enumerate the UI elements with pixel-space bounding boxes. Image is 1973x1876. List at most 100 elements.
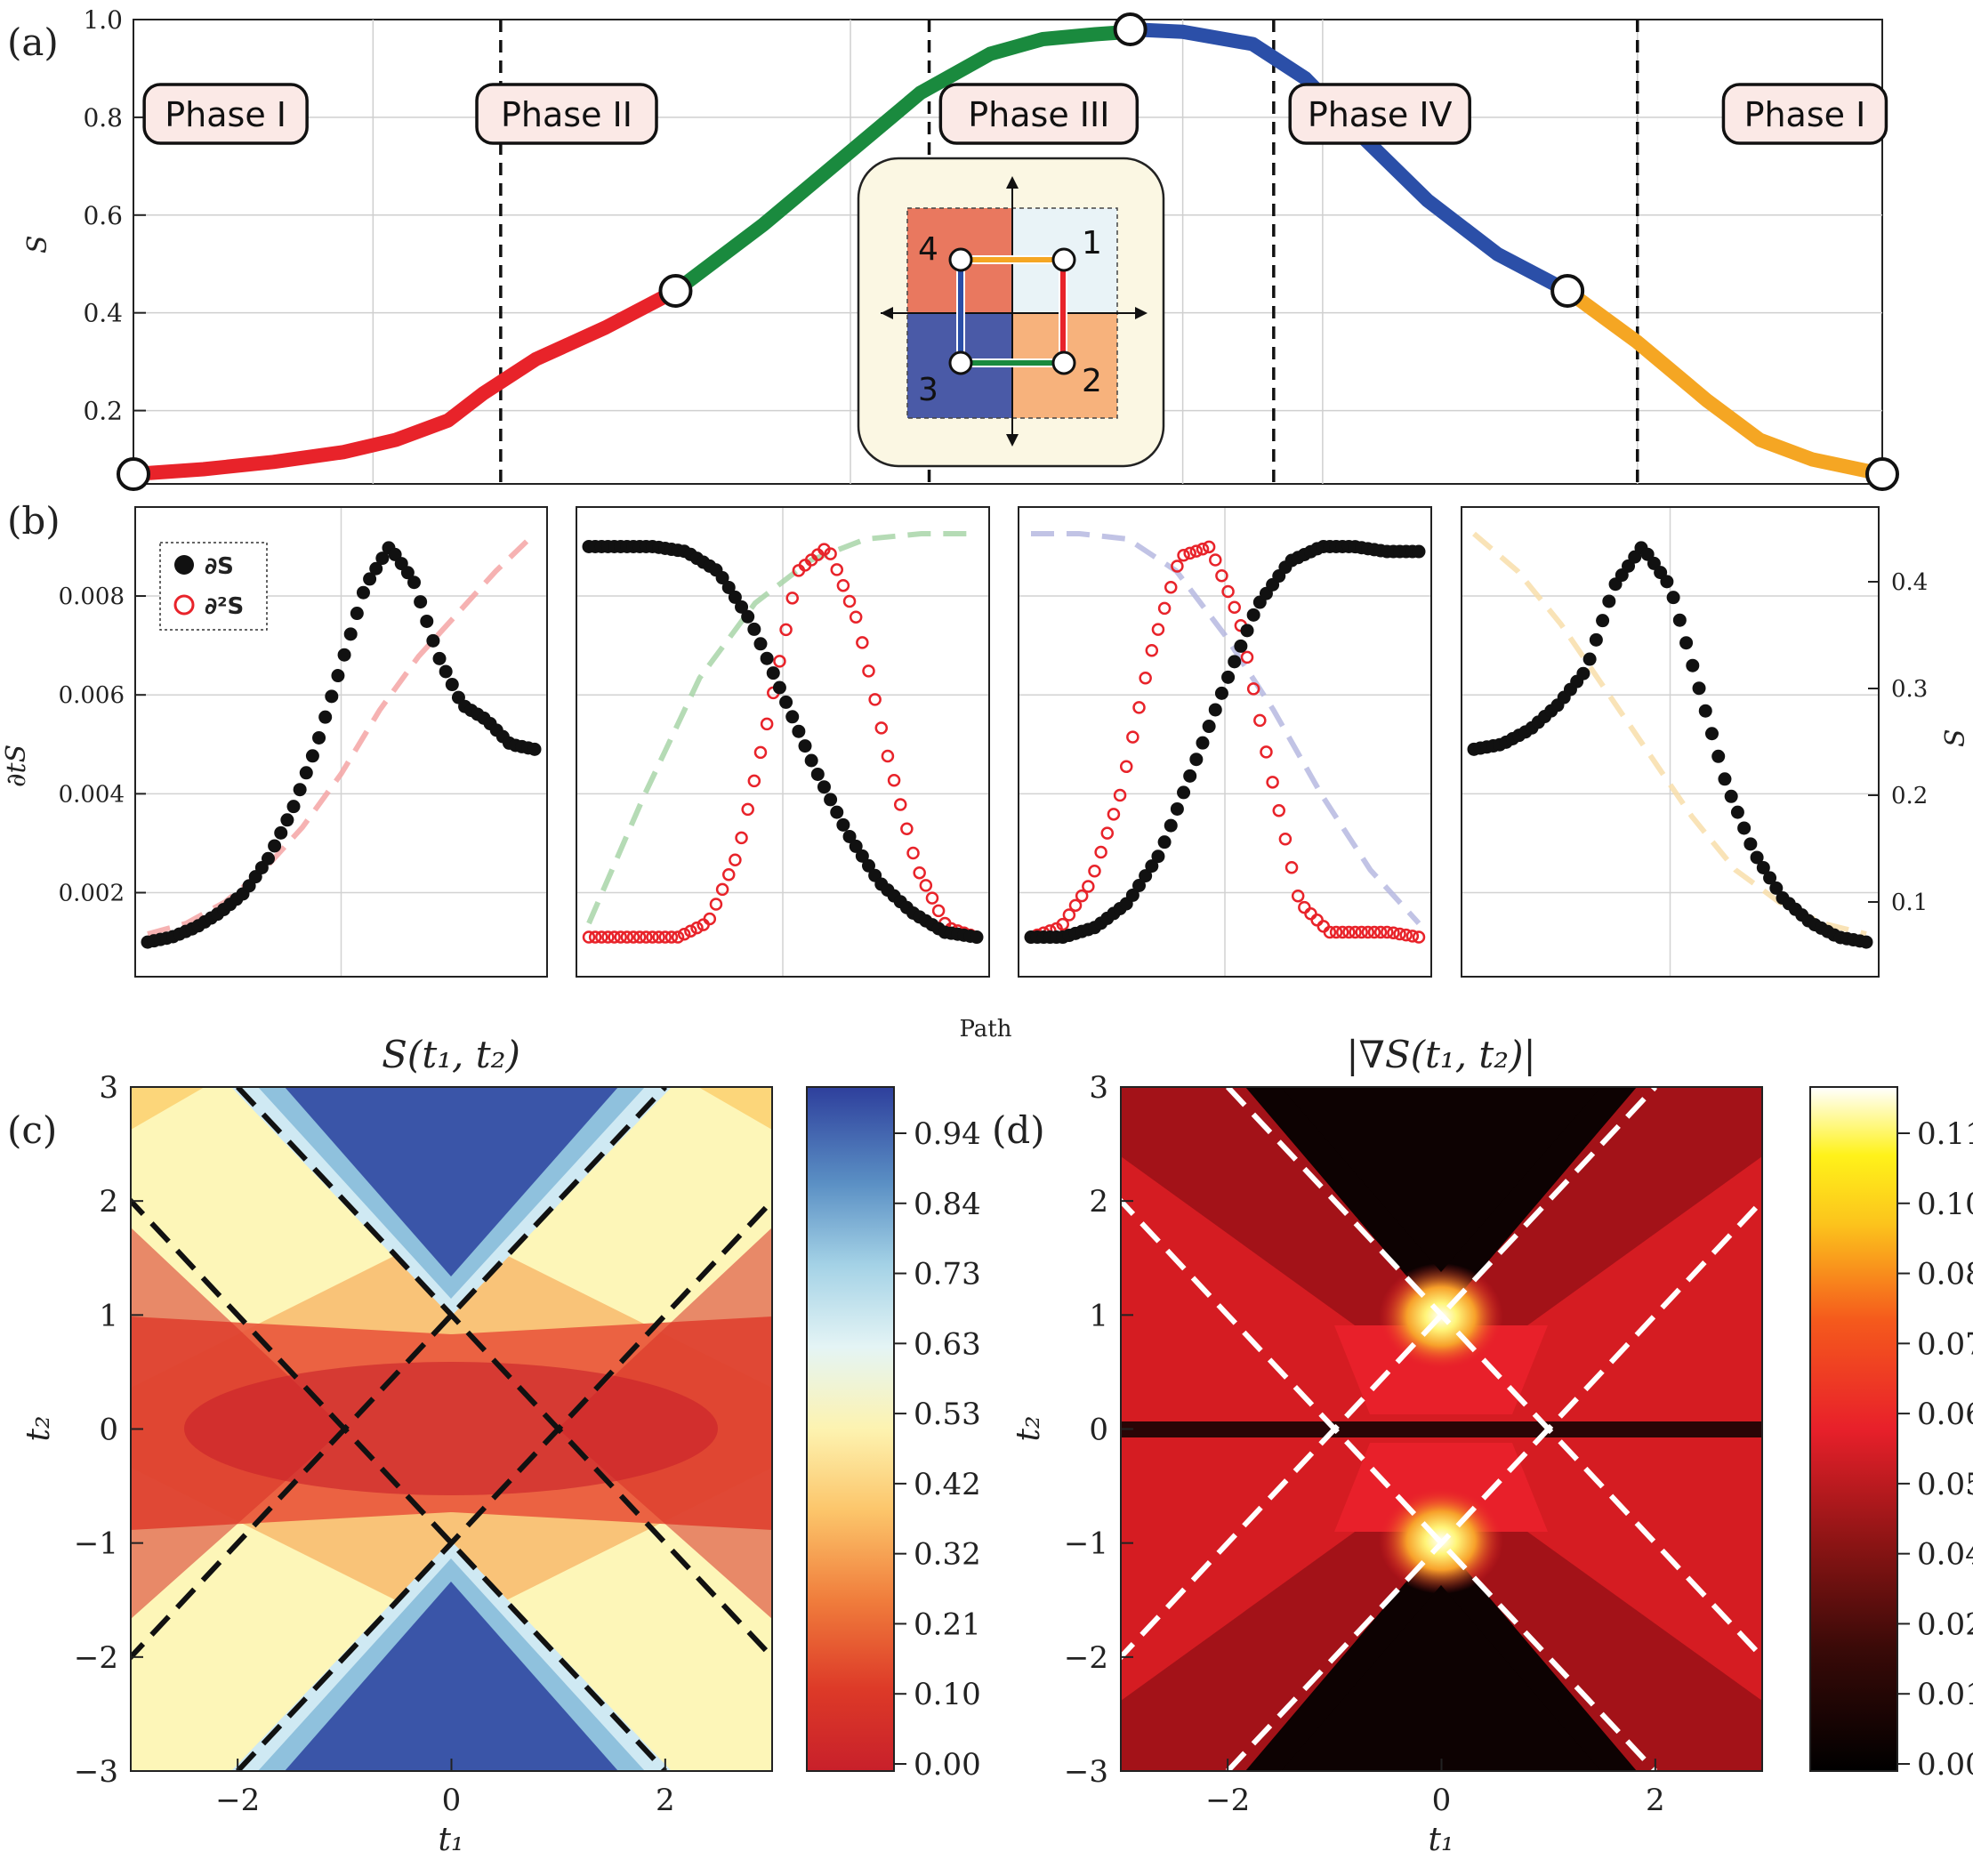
cbar-tick-label: 0.02 bbox=[1917, 1606, 1973, 1642]
inset-label-4: 4 bbox=[918, 231, 938, 268]
d2s-point bbox=[632, 930, 647, 944]
d2s-point bbox=[1107, 808, 1121, 821]
phase-label-box-0 bbox=[142, 83, 309, 145]
ds-point bbox=[312, 730, 326, 745]
ds-point bbox=[293, 783, 307, 797]
ds-point bbox=[1711, 749, 1726, 763]
d2s-point bbox=[1329, 925, 1343, 939]
d2s-point bbox=[1278, 833, 1293, 846]
ds-point bbox=[369, 561, 383, 576]
ds-point bbox=[268, 839, 282, 853]
subpanel-1: 0.002 0.004 0.006 0.008 bbox=[59, 506, 548, 978]
cbar-tick-label: 0.07 bbox=[1917, 1326, 1973, 1362]
ds-point bbox=[274, 825, 288, 840]
d2s-point bbox=[753, 745, 768, 760]
ds-point bbox=[350, 607, 364, 621]
ytick-right-label: 0.3 bbox=[1891, 676, 1928, 703]
ytick-label: −1 bbox=[74, 1526, 118, 1562]
d2s-point bbox=[1310, 914, 1324, 927]
ytick-label-a-3: 0.8 bbox=[83, 103, 123, 133]
ds-point bbox=[849, 839, 863, 853]
panel-b-label: (b) bbox=[7, 499, 60, 543]
panel-d-title: |∇S(t₁, t₂)| bbox=[1346, 1033, 1535, 1076]
ytick-label: 2 bbox=[1089, 1184, 1108, 1220]
ytick-label-a-2: 0.6 bbox=[83, 201, 123, 230]
subpanel-frame bbox=[576, 506, 990, 978]
cbar-tick-label: 0.01 bbox=[1917, 1677, 1973, 1712]
ds-point bbox=[1750, 850, 1764, 865]
cbar-tick-label: 0.05 bbox=[1917, 1467, 1973, 1502]
ds-point bbox=[1228, 655, 1242, 669]
d2s-point bbox=[785, 592, 799, 605]
panel-a-ylabel: S bbox=[22, 235, 53, 254]
ds-point bbox=[325, 689, 339, 704]
d2s-point bbox=[664, 930, 679, 944]
ds-point bbox=[830, 805, 844, 819]
ds-point bbox=[527, 742, 542, 756]
ytick-label-a-0: 0.2 bbox=[83, 397, 123, 426]
ds-point bbox=[1132, 878, 1147, 892]
d2s-point bbox=[842, 594, 857, 608]
d2s-point bbox=[595, 930, 608, 944]
d2s-point bbox=[671, 930, 685, 944]
ds-point bbox=[343, 627, 358, 641]
cbar-tick-label: 0.06 bbox=[1917, 1397, 1973, 1432]
d2s-point bbox=[646, 930, 659, 944]
s-curve-markers bbox=[117, 12, 1899, 492]
d2s-point bbox=[721, 868, 736, 882]
d2s-point bbox=[1215, 569, 1228, 583]
cbar-tick-label: 0.11 bbox=[1917, 1116, 1973, 1152]
heatmap-grad bbox=[1121, 1087, 1762, 1771]
d2s-point bbox=[824, 547, 837, 560]
ytick-left-label: 0.006 bbox=[59, 682, 125, 709]
ds-point bbox=[432, 651, 447, 665]
ds-point bbox=[779, 695, 793, 709]
dashed-line-3 bbox=[1225, 1087, 1762, 1662]
ytick-label: −3 bbox=[74, 1754, 118, 1790]
d2s-point bbox=[893, 798, 907, 811]
legend-ds-label: ∂S bbox=[205, 553, 234, 580]
d2s-point bbox=[1151, 623, 1165, 636]
xtick-label: 0 bbox=[442, 1783, 462, 1818]
d2s-point bbox=[1342, 925, 1356, 939]
ds-point bbox=[1660, 575, 1674, 589]
ds-point bbox=[1698, 704, 1712, 718]
d2s-point bbox=[1157, 601, 1172, 616]
ds-point bbox=[1177, 785, 1191, 800]
colorbar-c-ticks: 0.00 0.10 0.21 0.32 0.42 0.53 0.63 0.73 0.84 0.94 bbox=[894, 1116, 981, 1783]
xtick-label: 2 bbox=[1646, 1783, 1665, 1818]
d2s-point bbox=[684, 924, 697, 938]
d2s-point bbox=[1171, 560, 1184, 573]
ds-point bbox=[1234, 639, 1248, 653]
ds-point bbox=[1145, 859, 1159, 874]
d2s-point bbox=[1094, 845, 1107, 859]
ds-point bbox=[414, 595, 428, 609]
ds-point bbox=[337, 648, 351, 662]
subpanel-frame bbox=[1461, 506, 1880, 978]
ds-point bbox=[760, 651, 774, 665]
d2s-point bbox=[1228, 600, 1241, 615]
panel-d: |∇S(t₁, t₂)| (d) −2 0 2 −3 −2 −1 0 1 2 3 t₁ t₂ 0.… bbox=[992, 1033, 1973, 1858]
ytick-label: 3 bbox=[99, 1070, 118, 1106]
d2s-point bbox=[1393, 927, 1406, 941]
d2s-point bbox=[1260, 745, 1273, 759]
panel-c-title: S(t₁, t₂) bbox=[382, 1033, 520, 1076]
ds-point bbox=[785, 710, 800, 724]
ytick-left-label: 0.002 bbox=[59, 881, 125, 907]
phase-label-box-1 bbox=[475, 83, 658, 145]
legend-d2s-marker bbox=[173, 594, 195, 616]
ytick-label: −1 bbox=[1064, 1526, 1108, 1562]
d2s-point bbox=[1164, 580, 1178, 594]
ds-point bbox=[1686, 658, 1700, 672]
d2s-point bbox=[906, 846, 920, 860]
subpanel-3 bbox=[1018, 506, 1432, 978]
d2s-point bbox=[1075, 889, 1089, 903]
panel-a-frame bbox=[133, 19, 1883, 485]
d2s-point bbox=[830, 563, 844, 576]
ds-point bbox=[1196, 736, 1210, 750]
cbar-tick-label: 0.73 bbox=[914, 1257, 981, 1292]
panel-b-ylabel-left: ∂tS bbox=[1, 745, 32, 787]
ds-point bbox=[798, 739, 812, 753]
curve-marker-2 bbox=[1113, 12, 1148, 46]
inset-label-1: 1 bbox=[1082, 225, 1102, 262]
